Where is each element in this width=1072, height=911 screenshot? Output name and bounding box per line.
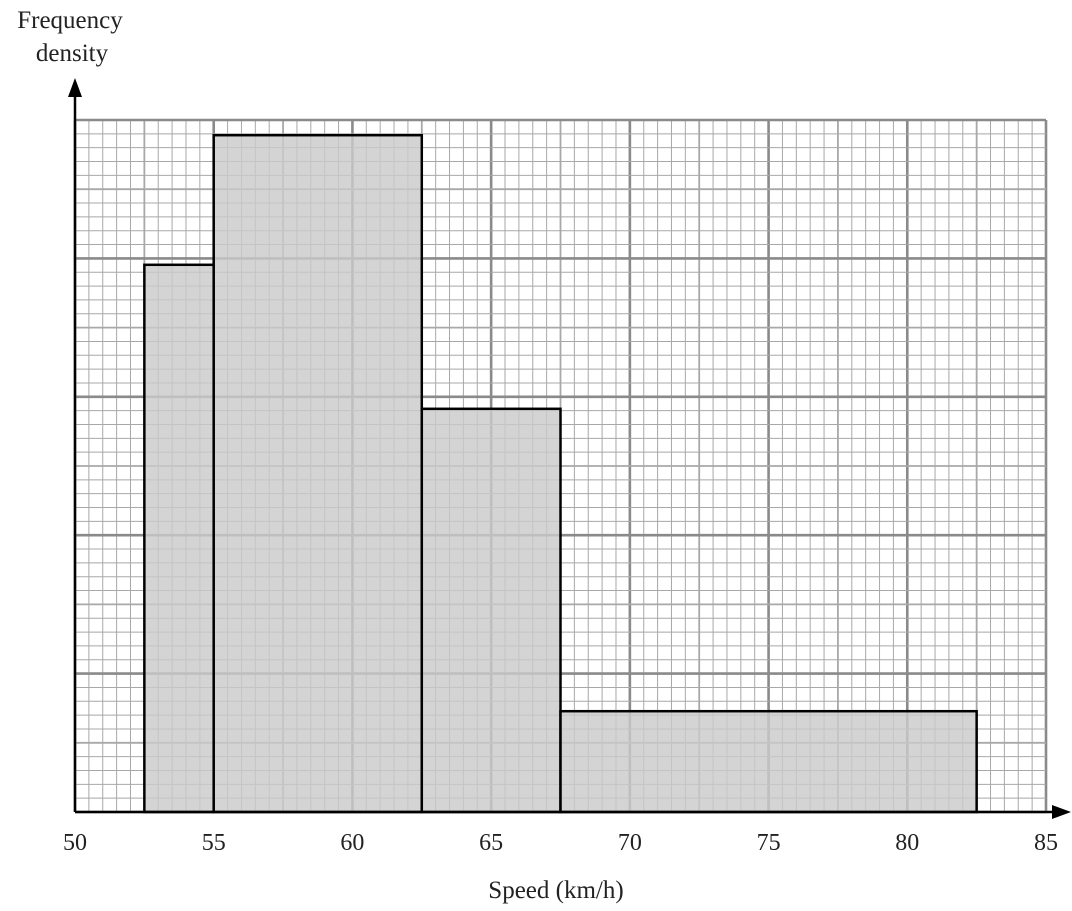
histogram-bar bbox=[212, 133, 424, 814]
axes bbox=[68, 78, 1071, 819]
x-tick-label: 80 bbox=[895, 830, 919, 856]
x-tick-labels: 50 55 60 65 70 75 80 85 bbox=[63, 830, 1058, 856]
x-tick-label: 55 bbox=[202, 830, 226, 856]
x-tick-label: 50 bbox=[63, 830, 87, 856]
x-tick-label: 85 bbox=[1034, 830, 1058, 856]
histogram-bar bbox=[420, 407, 562, 814]
x-axis-label: Speed (km/h) bbox=[488, 877, 623, 904]
x-tick-label: 65 bbox=[479, 830, 503, 856]
x-tick-label: 60 bbox=[340, 830, 364, 856]
y-axis-label-line2: density bbox=[36, 40, 109, 67]
y-axis-arrow-icon bbox=[68, 78, 82, 97]
x-tick-label: 75 bbox=[757, 830, 781, 856]
y-axis-label-line1: Frequency bbox=[17, 7, 123, 34]
histogram-bar bbox=[143, 263, 215, 814]
histogram-bar bbox=[559, 709, 978, 814]
x-tick-label: 70 bbox=[618, 830, 642, 856]
x-axis-arrow-icon bbox=[1052, 805, 1071, 819]
